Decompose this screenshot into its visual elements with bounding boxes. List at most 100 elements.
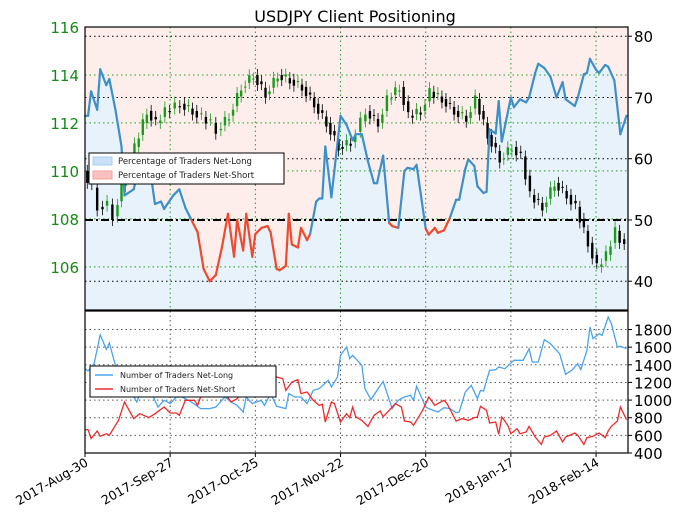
candle-body xyxy=(604,251,608,261)
pct-net-long-segment xyxy=(458,168,467,201)
candle-body xyxy=(209,119,212,121)
candle-body xyxy=(469,112,472,119)
pct-net-long-segment xyxy=(585,57,592,75)
left-tick-label: 116 xyxy=(50,19,79,37)
candle-body xyxy=(506,147,510,155)
legend-label-net-long: Percentage of Traders Net-Long xyxy=(118,157,252,167)
bottom-legend: Number of Traders Net-Long Number of Tra… xyxy=(89,365,277,398)
count-tick-label: 1000 xyxy=(634,392,672,410)
candle-body xyxy=(239,90,243,97)
pct-net-long-segment xyxy=(534,62,540,75)
pct-net-long-segment xyxy=(382,154,391,225)
pct-net-long-segment xyxy=(226,212,236,258)
pct-net-long-segment xyxy=(518,98,528,104)
pct-net-long-segment xyxy=(448,198,458,219)
candle-body xyxy=(419,112,422,115)
pct-net-long-segment xyxy=(375,154,385,185)
candle-body xyxy=(304,86,308,97)
right-tick-label: 80 xyxy=(634,28,653,46)
right-tick-label: 60 xyxy=(634,151,653,169)
candle-body xyxy=(173,102,176,109)
candle-body xyxy=(398,90,401,92)
left-tick-label: 112 xyxy=(50,115,79,133)
pct-net-long-segment xyxy=(162,194,175,211)
top-frame xyxy=(84,26,629,311)
pct-net-long-segment xyxy=(613,79,622,136)
pct-net-long-segment xyxy=(278,264,287,272)
candle-body xyxy=(578,206,582,223)
pct-net-long-segment xyxy=(473,164,479,188)
candle-body xyxy=(329,122,332,135)
candle-body xyxy=(519,151,522,153)
pct-net-long-segment xyxy=(178,188,187,209)
pct-net-long-segment xyxy=(305,232,312,242)
pct-net-long-segment xyxy=(190,218,199,234)
pct-net-long-segment xyxy=(269,231,278,271)
candle-body xyxy=(591,242,594,259)
pct-net-long-segment xyxy=(123,188,135,197)
candle-body xyxy=(494,142,497,148)
count-tick-label: 1400 xyxy=(634,357,672,375)
candle-body xyxy=(183,103,186,110)
bottom-frame xyxy=(84,310,629,454)
pct-net-long-segment xyxy=(159,200,166,211)
candle-body xyxy=(524,156,527,180)
pct-net-long-segment xyxy=(442,216,452,232)
candle-body xyxy=(95,187,99,211)
date-tick-label: 2017-Aug-30 xyxy=(13,455,91,508)
left-tick-label: 114 xyxy=(50,67,79,85)
candle-body xyxy=(260,81,263,85)
candle-body xyxy=(385,95,389,111)
pct-net-long-segment xyxy=(366,160,376,185)
pct-net-long-segment xyxy=(86,90,93,117)
candle-body xyxy=(341,146,344,149)
pct-net-long-segment xyxy=(296,226,303,249)
candle-body xyxy=(436,92,440,95)
date-tick-label: 2018-Feb-14 xyxy=(526,455,602,507)
pct-net-long-segment xyxy=(476,185,485,195)
pct-net-long-segment xyxy=(330,114,342,199)
candle-body xyxy=(163,107,167,117)
candle-body xyxy=(557,182,560,191)
candle-body xyxy=(528,175,532,192)
pct-net-long-segment xyxy=(607,65,616,82)
candle-body xyxy=(372,114,376,116)
pct-net-long-segment xyxy=(588,57,598,71)
pct-net-long-segment xyxy=(96,68,102,111)
date-tick-label: 2018-Jan-17 xyxy=(442,455,516,506)
pct-net-long-segment xyxy=(245,212,254,258)
pct-net-long-segment xyxy=(299,226,309,242)
left-tick-label: 106 xyxy=(50,259,79,277)
pct-net-long-segment xyxy=(467,158,476,168)
candle-body xyxy=(354,135,357,143)
candle-body xyxy=(482,110,485,120)
pct-net-long-segment xyxy=(89,90,99,111)
left-tick-label: 110 xyxy=(50,163,79,181)
candle-body xyxy=(248,75,251,83)
pct-net-long-segment xyxy=(576,73,585,99)
candle-body xyxy=(187,104,190,107)
candle-body xyxy=(133,143,136,159)
legend-label-count-long: Number of Traders Net-Long xyxy=(120,371,233,380)
pct-net-long-segment xyxy=(427,226,436,236)
right-tick-label: 40 xyxy=(634,273,653,291)
pct-net-long-segment xyxy=(108,77,117,111)
candle-body xyxy=(345,140,348,146)
count-tick-label: 1800 xyxy=(634,322,672,340)
pct-net-long-segment xyxy=(251,232,257,258)
candle-body xyxy=(440,96,444,103)
candle-body xyxy=(264,87,267,98)
candle-body xyxy=(452,106,456,115)
candle-body xyxy=(252,78,255,80)
candle-body xyxy=(308,92,312,95)
candle-body xyxy=(191,108,194,115)
pct-net-long-segment xyxy=(208,273,217,283)
candle-body xyxy=(368,110,372,119)
pct-net-long-segment xyxy=(503,96,512,128)
candle-body xyxy=(276,78,279,82)
candle-body xyxy=(618,230,621,243)
pct-net-long-segment xyxy=(236,218,245,252)
candle-body xyxy=(219,128,223,131)
legend-label-net-short: Percentage of Traders Net-Short xyxy=(118,171,255,181)
